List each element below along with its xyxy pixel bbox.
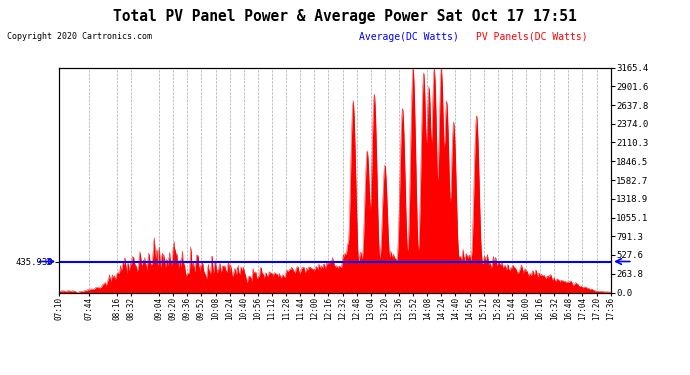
Text: Total PV Panel Power & Average Power Sat Oct 17 17:51: Total PV Panel Power & Average Power Sat… — [113, 9, 577, 24]
Text: Copyright 2020 Cartronics.com: Copyright 2020 Cartronics.com — [7, 32, 152, 41]
Text: Average(DC Watts): Average(DC Watts) — [359, 32, 459, 42]
Text: PV Panels(DC Watts): PV Panels(DC Watts) — [476, 32, 588, 42]
